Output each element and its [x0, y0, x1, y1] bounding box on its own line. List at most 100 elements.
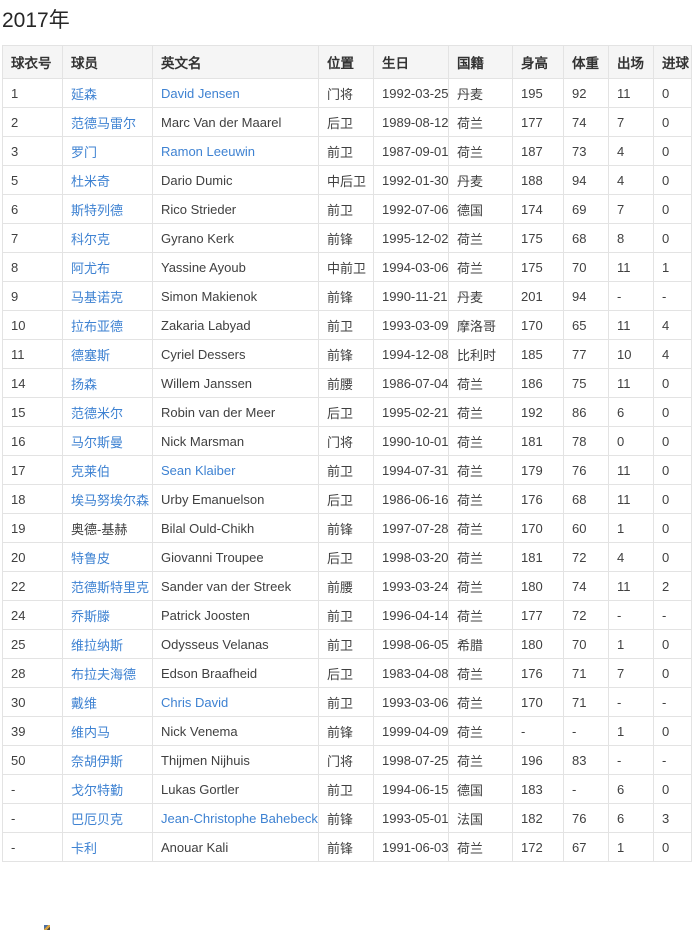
player-name-link[interactable]: 巴厄贝克 [71, 811, 124, 827]
cell-nationality: 荷兰 [448, 513, 513, 543]
cell-english-name: Cyriel Dessers [152, 339, 319, 369]
cell-goals: 3 [653, 803, 692, 833]
cell-english-name: Lukas Gortler [152, 774, 319, 804]
player-name-link[interactable]: 戈尔特勤 [71, 782, 124, 798]
player-name-link[interactable]: 杜米奇 [71, 173, 111, 189]
cell-birthday: 1990-10-01 [373, 426, 449, 456]
player-name-link[interactable]: 斯特列德 [71, 202, 124, 218]
table-row: 8 阿尤布 Yassine Ayoub 中前卫 1994-03-06 荷兰 175 70 11 1 [2, 252, 692, 282]
player-name-link[interactable]: 范德马雷尔 [71, 115, 137, 131]
cell-jersey-number: 10 [2, 310, 63, 340]
player-name-link[interactable]: 延森 [71, 86, 98, 102]
table-row: 5 杜米奇 Dario Dumic 中后卫 1992-01-30 丹麦 188 94 4 0 [2, 165, 692, 195]
player-name-link[interactable]: 奈胡伊斯 [71, 753, 124, 769]
cell-goals: 1 [653, 252, 692, 282]
cell-position: 后卫 [318, 658, 374, 688]
english-name-link[interactable]: Sean Klaiber [161, 462, 236, 478]
english-name-link[interactable]: Ramon Leeuwin [161, 143, 255, 159]
player-name-link[interactable]: 范德斯特里克 [71, 579, 150, 595]
table-row: 39 维内马 Nick Venema 前锋 1999-04-09 荷兰 - -1 0 [2, 716, 692, 746]
cell-birthday: 1993-03-06 [373, 687, 449, 717]
table-row: 28 布拉夫海德 Edson Braafheid 后卫 1983-04-08 荷兰 176 7… [2, 658, 692, 688]
player-name-link[interactable]: 扬森 [71, 376, 98, 392]
cell-appearances: 11 [608, 455, 654, 485]
cell-nationality: 荷兰 [448, 716, 513, 746]
cell-jersey-number: 50 [2, 745, 63, 775]
cell-appearances: 8 [608, 223, 654, 253]
english-name-link[interactable]: Jean-Christophe Bahebeck [161, 810, 318, 826]
column-header-goals: 进球 [653, 45, 692, 79]
player-name-link[interactable]: 维拉纳斯 [71, 637, 124, 653]
cell-position: 前锋 [318, 803, 374, 833]
table-row: 16 马尔斯曼 Nick Marsman 门将 1990-10-01 荷兰 181 78 0 0 [2, 426, 692, 456]
cell-appearances: 7 [608, 658, 654, 688]
cell-appearances: 11 [608, 484, 654, 514]
cell-height: 170 [512, 513, 564, 543]
cell-position: 前锋 [318, 832, 374, 862]
player-name-link[interactable]: 范德米尔 [71, 405, 124, 421]
cell-height: 182 [512, 803, 564, 833]
cell-birthday: 1993-03-24 [373, 571, 449, 601]
english-name-link[interactable]: Chris David [161, 694, 229, 710]
cell-english-name: Giovanni Troupee [152, 542, 319, 572]
cell-birthday: 1995-12-02 [373, 223, 449, 253]
table-row: 20 特鲁皮 Giovanni Troupee 后卫 1998-03-20 荷兰 181 72… [2, 542, 692, 572]
english-name-link[interactable]: David Jensen [161, 85, 240, 101]
player-name-link[interactable]: 科尔克 [71, 231, 111, 247]
cell-position: 前卫 [318, 310, 374, 340]
cell-jersey-number: 2 [2, 107, 63, 137]
cell-appearances: 7 [608, 194, 654, 224]
player-name-link[interactable]: 罗门 [71, 144, 98, 160]
cell-weight: 76 [563, 803, 609, 833]
cell-jersey-number: 39 [2, 716, 63, 746]
player-name-link[interactable]: 卡利 [71, 840, 98, 856]
cell-position: 门将 [318, 78, 374, 108]
cell-nationality: 荷兰 [448, 745, 513, 775]
cell-jersey-number: 15 [2, 397, 63, 427]
cell-jersey-number: 19 [2, 513, 63, 543]
cell-jersey-number: - [2, 774, 63, 804]
player-name-link[interactable]: 阿尤布 [71, 260, 111, 276]
cell-player: 范德米尔 [62, 397, 153, 427]
cell-english-name: David Jensen [152, 78, 319, 108]
player-name-link[interactable]: 克莱伯 [71, 463, 111, 479]
table-row: 25 维拉纳斯 Odysseus Velanas 前卫 1998-06-05 希腊 180 7… [2, 629, 692, 659]
table-row: 50 奈胡伊斯 Thijmen Nijhuis 门将 1998-07-25 荷兰 196 83… [2, 745, 692, 775]
cell-height: 180 [512, 629, 564, 659]
cell-weight: 69 [563, 194, 609, 224]
player-name-link[interactable]: 德塞斯 [71, 347, 111, 363]
table-row: - 巴厄贝克 Jean-Christophe Bahebeck 前锋 1993-05-0… [2, 803, 692, 833]
player-name-link[interactable]: 马尔斯曼 [71, 434, 124, 450]
player-name-link[interactable]: 拉布亚德 [71, 318, 124, 334]
cell-nationality: 荷兰 [448, 658, 513, 688]
player-name-link[interactable]: 戴维 [71, 695, 98, 711]
cell-birthday: 1994-07-31 [373, 455, 449, 485]
player-name-link[interactable]: 特鲁皮 [71, 550, 111, 566]
cell-nationality: 荷兰 [448, 223, 513, 253]
cell-appearances: 1 [608, 513, 654, 543]
cell-weight: 67 [563, 832, 609, 862]
cell-nationality: 荷兰 [448, 600, 513, 630]
cell-goals: 0 [653, 484, 692, 514]
cell-nationality: 希腊 [448, 629, 513, 659]
cell-nationality: 荷兰 [448, 542, 513, 572]
cell-weight: 68 [563, 484, 609, 514]
cell-nationality: 荷兰 [448, 484, 513, 514]
cell-height: 183 [512, 774, 564, 804]
cell-jersey-number: 28 [2, 658, 63, 688]
cell-english-name: Simon Makienok [152, 281, 319, 311]
table-row: - 戈尔特勤 Lukas Gortler 前卫 1994-06-15 德国 183-6 0 [2, 774, 692, 804]
table-row: 6 斯特列德 Rico Strieder 前卫 1992-07-06 德国 174 69 7 0 [2, 194, 692, 224]
cell-weight: 71 [563, 658, 609, 688]
cell-jersey-number: 7 [2, 223, 63, 253]
cell-height: 192 [512, 397, 564, 427]
player-name-link[interactable]: 布拉夫海德 [71, 666, 137, 682]
cell-nationality: 丹麦 [448, 165, 513, 195]
player-name-link[interactable]: 维内马 [71, 724, 111, 740]
player-name-link[interactable]: 乔斯滕 [71, 608, 111, 624]
player-name-link[interactable]: 马基诺克 [71, 289, 124, 305]
cell-weight: 72 [563, 600, 609, 630]
cell-height: 172 [512, 832, 564, 862]
player-name-link[interactable]: 埃马努埃尔森 [71, 492, 150, 508]
cell-position: 前卫 [318, 687, 374, 717]
